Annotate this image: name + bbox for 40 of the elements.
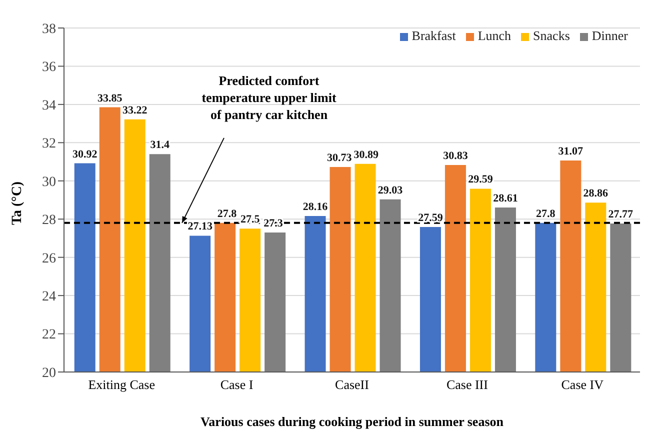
data-label: 33.22	[122, 104, 148, 116]
legend-label: Snacks	[533, 28, 570, 43]
y-tick-label: 22	[42, 328, 56, 343]
legend-label: Dinner	[592, 28, 628, 43]
x-tick-label: Case I	[220, 377, 254, 392]
data-label: 27.77	[608, 208, 634, 221]
data-label: 29.03	[378, 184, 404, 196]
y-tick-label: 38	[42, 22, 56, 37]
y-axis-title: Ta (°C)	[10, 181, 25, 225]
x-tick-label: CaseII	[335, 377, 369, 392]
x-tick-label: Case IV	[561, 377, 604, 392]
y-tick-label: 36	[42, 60, 56, 76]
x-tick-label: Exiting Case	[88, 377, 156, 392]
data-label: 33.85	[97, 92, 123, 104]
data-label: 28.16	[302, 201, 328, 214]
data-label: 27.8	[536, 208, 556, 220]
y-tick-label: 28	[42, 213, 56, 228]
y-tick-label: 24	[42, 290, 56, 305]
y-tick-label: 34	[42, 98, 56, 114]
data-label: 27.8	[217, 208, 238, 220]
data-label: 29.59	[468, 174, 494, 186]
legend-label: Lunch	[478, 28, 512, 43]
ref-line-label: Predicted comfort temperature upper limit of pantry car kitchen	[202, 72, 337, 122]
data-label: 30.73	[327, 152, 352, 164]
x-axis-title: Various cases during cooking period in summer season	[200, 414, 504, 429]
data-label: 30.83	[443, 150, 468, 162]
y-tick-label: 30	[42, 174, 56, 190]
data-label: 27.13	[188, 220, 213, 233]
data-label: 30.92	[72, 148, 98, 160]
legend-label: Brakfast	[412, 28, 456, 43]
data-label: 28.61	[493, 192, 518, 204]
data-label: 27.59	[418, 212, 444, 224]
x-tick-label: Case III	[446, 377, 488, 392]
data-label: 31.4	[150, 139, 170, 152]
y-tick-label: 32	[42, 136, 56, 152]
data-label: 30.89	[354, 148, 380, 161]
data-label: 28.86	[583, 188, 609, 200]
y-tick-label: 20	[42, 366, 56, 381]
data-label: 31.07	[558, 145, 584, 158]
y-tick-label: 26	[42, 251, 56, 266]
